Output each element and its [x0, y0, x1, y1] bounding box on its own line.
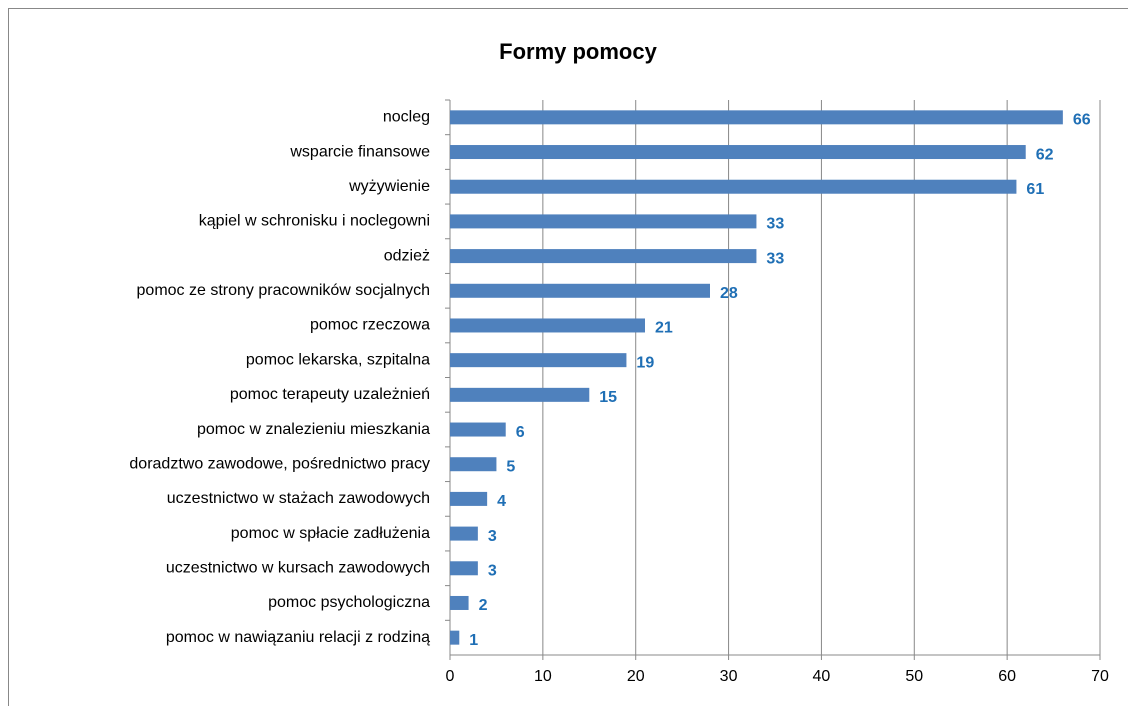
- bar: [450, 457, 496, 471]
- y-tick-label: pomoc w znalezieniu mieszkania: [197, 421, 430, 438]
- x-tick-label: 20: [627, 668, 645, 685]
- y-tick-label: pomoc psychologiczna: [268, 594, 430, 611]
- data-label: 62: [1036, 146, 1054, 163]
- y-tick-label: wyżywienie: [348, 178, 430, 195]
- y-tick-label: doradztwo zawodowe, pośrednictwo pracy: [129, 455, 430, 472]
- data-label: 3: [488, 563, 497, 580]
- y-tick-label: pomoc w nawiązaniu relacji z rodziną: [166, 629, 430, 646]
- bar: [450, 110, 1063, 124]
- data-label: 15: [599, 389, 617, 406]
- bar: [450, 145, 1026, 159]
- x-tick-label: 60: [998, 668, 1016, 685]
- x-tick-label: 10: [534, 668, 552, 685]
- data-label: 3: [488, 528, 497, 545]
- chart-title: Formy pomocy: [499, 39, 657, 64]
- bar: [450, 631, 459, 645]
- data-label: 61: [1026, 181, 1044, 198]
- y-tick-label: odzież: [384, 247, 430, 264]
- bar: [450, 388, 589, 402]
- y-tick-label: pomoc lekarska, szpitalna: [246, 351, 430, 368]
- bar: [450, 249, 756, 263]
- data-label: 66: [1073, 112, 1091, 129]
- bar: [450, 527, 478, 541]
- bar: [450, 180, 1016, 194]
- data-label: 6: [516, 424, 525, 441]
- y-tick-label: nocleg: [383, 109, 430, 126]
- data-label: 1: [469, 632, 478, 649]
- bar: [450, 318, 645, 332]
- data-label: 2: [479, 597, 488, 614]
- data-label: 33: [766, 250, 784, 267]
- bar: [450, 423, 506, 437]
- data-label: 19: [636, 354, 654, 371]
- y-tick-label: pomoc ze strony pracowników socjalnych: [137, 282, 430, 299]
- bar: [450, 561, 478, 575]
- data-label: 4: [497, 493, 506, 510]
- y-tick-label: kąpiel w schronisku i noclegowni: [199, 213, 430, 230]
- bar: [450, 214, 756, 228]
- bar: [450, 284, 710, 298]
- y-tick-label: wsparcie finansowe: [289, 143, 430, 160]
- data-label: 33: [766, 216, 784, 233]
- x-tick-label: 0: [446, 668, 455, 685]
- x-tick-label: 50: [905, 668, 923, 685]
- data-label: 28: [720, 285, 738, 302]
- y-tick-label: pomoc rzeczowa: [310, 317, 430, 334]
- x-tick-label: 70: [1091, 668, 1109, 685]
- x-tick-label: 30: [720, 668, 738, 685]
- data-label: 21: [655, 320, 673, 337]
- y-tick-label: pomoc terapeuty uzależnień: [230, 386, 430, 403]
- bar: [450, 492, 487, 506]
- bar: [450, 596, 469, 610]
- y-tick-label: uczestnictwo w stażach zawodowych: [167, 490, 430, 507]
- y-tick-label: uczestnictwo w kursach zawodowych: [166, 560, 430, 577]
- y-tick-label: pomoc w spłacie zadłużenia: [231, 525, 430, 542]
- data-label: 5: [506, 458, 515, 475]
- x-tick-label: 40: [813, 668, 831, 685]
- bar: [450, 353, 626, 367]
